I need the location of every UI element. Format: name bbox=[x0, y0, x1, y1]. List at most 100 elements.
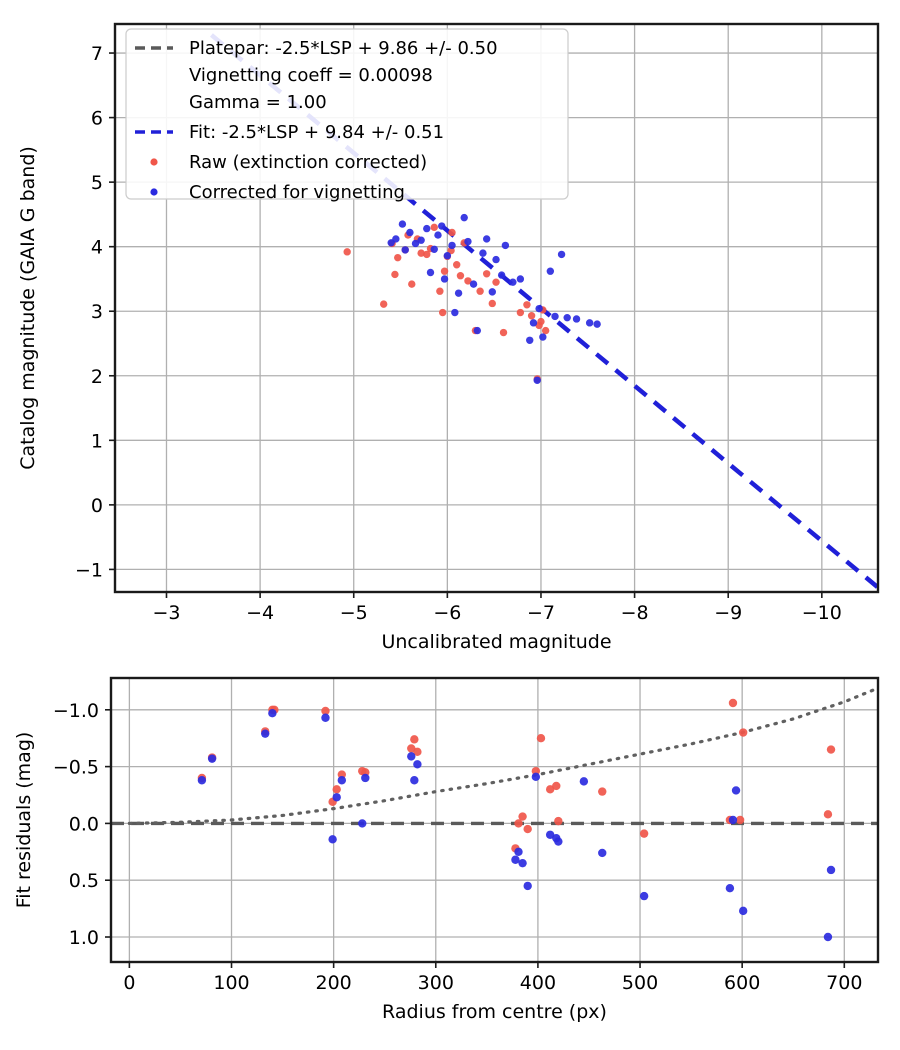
data-point bbox=[197, 776, 207, 785]
data-point bbox=[516, 308, 525, 317]
data-point bbox=[443, 252, 452, 260]
data-point bbox=[572, 315, 581, 323]
data-point bbox=[533, 376, 541, 384]
data-point bbox=[398, 220, 407, 228]
data-point bbox=[207, 754, 217, 763]
data-point bbox=[514, 819, 523, 828]
series-corrected-for-vignetting bbox=[387, 213, 601, 384]
data-point bbox=[523, 824, 532, 834]
data-point bbox=[392, 235, 400, 243]
data-point bbox=[453, 261, 461, 269]
data-point bbox=[527, 312, 536, 320]
axes-frame bbox=[113, 22, 880, 594]
data-point bbox=[332, 793, 341, 802]
data-point bbox=[554, 816, 563, 826]
data-point bbox=[454, 289, 463, 297]
x-tick-label: 100 bbox=[213, 972, 249, 994]
data-point bbox=[551, 312, 559, 321]
data-point bbox=[407, 744, 416, 753]
data-point bbox=[546, 267, 555, 275]
x-tick-label: −7 bbox=[527, 602, 555, 624]
data-point bbox=[401, 246, 409, 254]
x-tick-label: −4 bbox=[246, 602, 274, 624]
data-point bbox=[531, 772, 541, 782]
legend-entry-label: Corrected for vignetting bbox=[189, 182, 405, 203]
legend-background bbox=[125, 28, 569, 200]
y-tick-label: −1 bbox=[75, 559, 103, 581]
x-tick-label: −3 bbox=[152, 602, 180, 624]
data-point bbox=[410, 776, 419, 785]
data-point bbox=[411, 239, 420, 248]
plot-area-photometric-fit bbox=[209, 33, 878, 590]
data-point bbox=[728, 815, 738, 825]
data-point bbox=[492, 278, 500, 286]
data-point bbox=[523, 881, 532, 891]
data-point bbox=[514, 847, 523, 857]
legend-entry-label: Platepar: -2.5*LSP + 9.86 +/- 0.50 bbox=[189, 38, 498, 59]
x-tick-label: 0 bbox=[123, 972, 135, 994]
y-tick-label: −1.0 bbox=[53, 700, 99, 722]
data-point bbox=[518, 812, 527, 821]
x-tick-label: 700 bbox=[826, 972, 862, 994]
data-point bbox=[440, 267, 449, 275]
data-point bbox=[417, 236, 425, 244]
data-point bbox=[436, 287, 444, 295]
data-point bbox=[337, 776, 347, 785]
data-point bbox=[332, 785, 341, 794]
data-point bbox=[554, 837, 563, 846]
x-tick-label: −8 bbox=[621, 602, 649, 624]
data-point bbox=[639, 829, 649, 838]
data-point bbox=[585, 319, 594, 327]
data-point bbox=[413, 747, 422, 757]
data-point bbox=[438, 222, 446, 230]
y-tick-label: 5 bbox=[91, 172, 103, 194]
data-point bbox=[268, 709, 277, 718]
data-point bbox=[523, 301, 531, 309]
axes-frame bbox=[109, 676, 880, 964]
data-point bbox=[526, 336, 534, 344]
data-point bbox=[469, 280, 478, 288]
axes-photometric-fit: −3 −4 −5 −6 −7 −8 −9 −10−101234567Uncalibrated … bbox=[17, 22, 880, 653]
data-point bbox=[518, 858, 527, 868]
data-point bbox=[826, 745, 836, 754]
data-point bbox=[482, 235, 491, 243]
data-point bbox=[413, 760, 422, 769]
data-point bbox=[537, 317, 545, 326]
data-point bbox=[529, 319, 538, 327]
axes-fit-residuals: 0 100 200 300 400 500 600 700 −1.0 −0.5 0.0 0.5 1.0 R… bbox=[13, 676, 880, 1023]
legend-entry-label: Raw (extinction corrected) bbox=[189, 152, 427, 173]
data-point bbox=[728, 698, 738, 708]
data-point bbox=[509, 278, 517, 286]
data-point bbox=[593, 320, 601, 328]
data-point bbox=[361, 773, 370, 783]
data-point bbox=[823, 810, 833, 819]
data-point bbox=[725, 883, 735, 893]
legend-dot-icon bbox=[150, 158, 158, 166]
legend-entry-label: Gamma = 1.00 bbox=[189, 92, 327, 113]
y-tick-label: 1 bbox=[91, 430, 103, 452]
data-point bbox=[823, 932, 833, 942]
data-point bbox=[456, 272, 465, 280]
data-point bbox=[430, 245, 438, 253]
data-point bbox=[410, 735, 419, 744]
x-tick-label: 200 bbox=[316, 972, 352, 994]
x-tick-label: −10 bbox=[802, 602, 842, 624]
x-tick-label: −9 bbox=[714, 602, 742, 624]
data-point bbox=[492, 255, 500, 264]
x-axis-label: Uncalibrated magnitude bbox=[381, 631, 611, 653]
data-point bbox=[406, 228, 414, 237]
data-point bbox=[391, 270, 399, 279]
data-point bbox=[464, 237, 472, 246]
x-tick-label: 500 bbox=[622, 972, 658, 994]
x-tick-label: 300 bbox=[418, 972, 454, 994]
data-point bbox=[328, 835, 337, 844]
y-tick-label: 0.5 bbox=[69, 870, 99, 892]
data-point bbox=[738, 906, 748, 916]
data-point bbox=[735, 815, 745, 825]
data-point bbox=[438, 308, 447, 317]
data-point bbox=[545, 830, 555, 839]
data-point bbox=[358, 819, 367, 828]
x-axis-label: Radius from centre (px) bbox=[382, 1001, 607, 1023]
data-point bbox=[731, 786, 741, 795]
data-point bbox=[552, 781, 561, 791]
